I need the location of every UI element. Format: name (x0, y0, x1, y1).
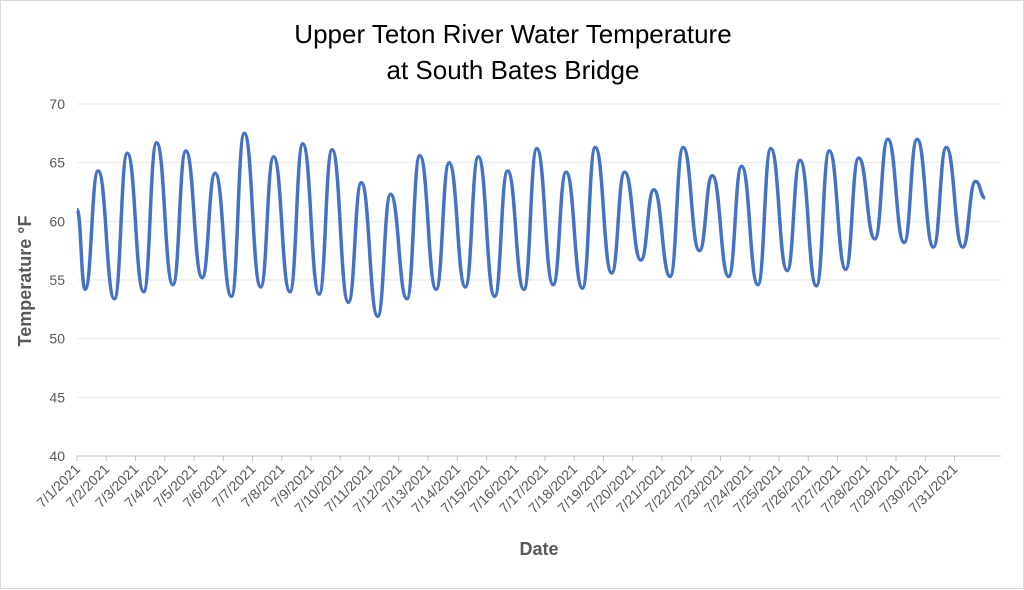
y-axis-label: Temperature °F (15, 216, 35, 347)
y-tick-label: 70 (49, 96, 65, 112)
y-tick-label: 50 (49, 331, 65, 347)
temperature-series-line (75, 131, 986, 319)
chart-subtitle: at South Bates Bridge (386, 55, 640, 85)
y-tick-label: 60 (49, 213, 65, 229)
y-tick-label: 65 (49, 155, 65, 171)
y-axis-ticks: 40 45 50 55 60 65 70 (49, 96, 65, 464)
gridlines (77, 103, 1001, 457)
y-tick-label: 55 (49, 272, 65, 288)
x-axis-label: Date (519, 539, 558, 559)
y-tick-label: 45 (49, 389, 65, 405)
x-axis-ticks: 7/1/20217/2/20217/3/20217/4/20217/5/2021… (33, 456, 961, 516)
y-tick-label: 40 (49, 448, 65, 464)
chart-title: Upper Teton River Water Temperature (294, 19, 732, 49)
series-layer (75, 131, 986, 319)
